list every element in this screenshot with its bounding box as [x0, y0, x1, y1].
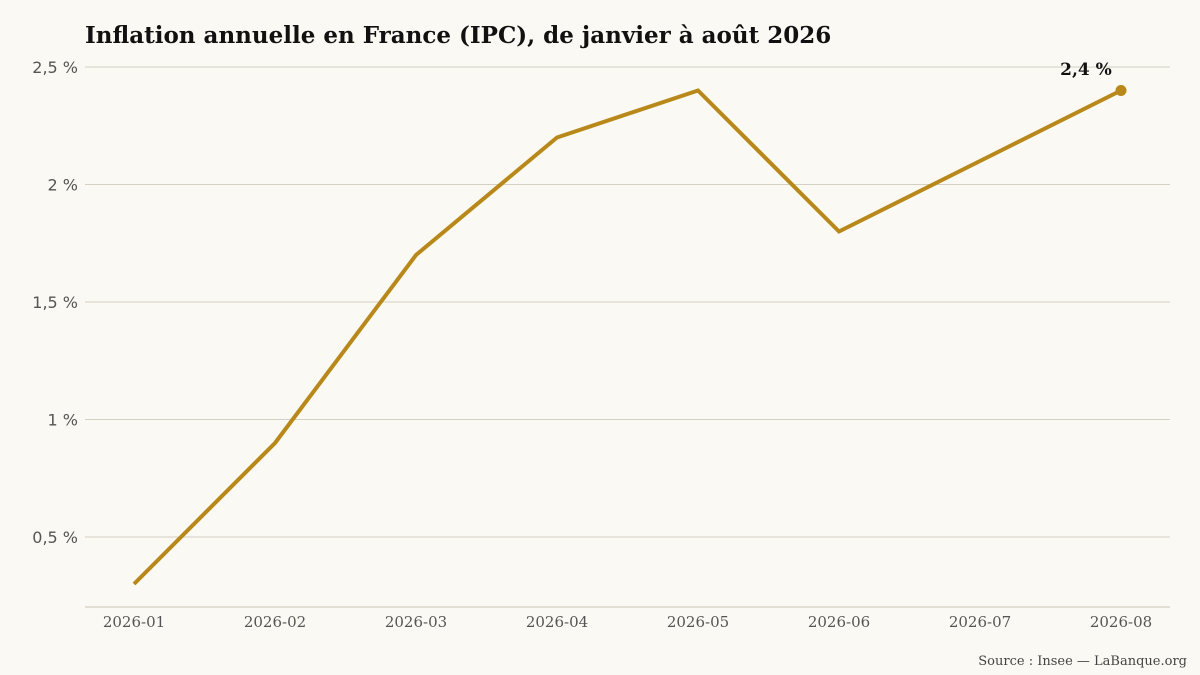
series-line: [132, 88, 1122, 586]
y-tick-label: 1,5 %: [32, 293, 78, 312]
x-tick-label: 2026-08: [1090, 613, 1152, 631]
x-tick-label: 2026-04: [526, 613, 588, 631]
x-tick-label: 2026-02: [244, 613, 306, 631]
end-point-marker: [1115, 85, 1127, 96]
x-tick-label: 2026-03: [385, 613, 447, 631]
x-tick-label: 2026-01: [103, 613, 165, 631]
x-tick-label: 2026-06: [808, 613, 870, 631]
y-tick-label: 0,5 %: [32, 528, 78, 547]
gridlines: [85, 66, 1170, 538]
x-tick-label: 2026-07: [949, 613, 1011, 631]
y-axis-ticks: 0,5 % 1 % 1,5 % 2 % 2,5 %: [32, 58, 78, 547]
source-note: Source : Insee — LaBanque.org: [978, 654, 1187, 669]
series-layer: [132, 85, 1127, 586]
y-tick-label: 2,5 %: [32, 58, 78, 77]
y-tick-label: 2 %: [48, 176, 78, 195]
chart-title: Inflation annuelle en France (IPC), de j…: [85, 22, 831, 49]
end-value-label: 2,4 %: [1060, 60, 1112, 80]
y-tick-label: 1 %: [48, 411, 78, 430]
x-tick-label: 2026-05: [667, 613, 729, 631]
x-axis-ticks: 2026-01 2026-02 2026-03 2026-04 2026-05 2026-…: [103, 613, 1152, 631]
